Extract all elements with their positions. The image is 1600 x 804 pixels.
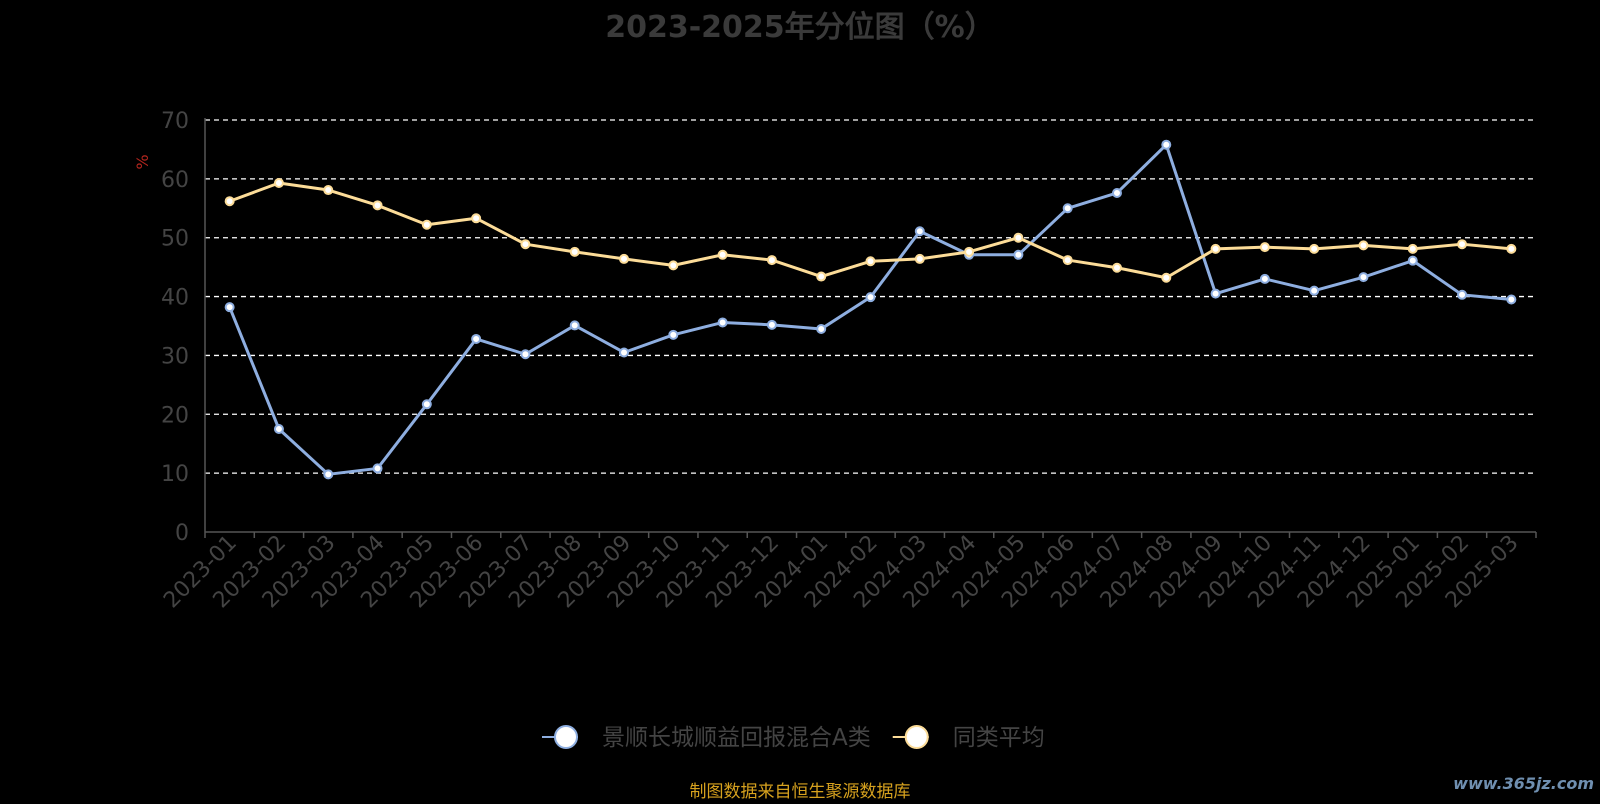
watermark: www.365jz.com: [1453, 774, 1594, 793]
data-point: [323, 185, 334, 196]
y-axis-label: %: [133, 154, 152, 169]
legend-label-2: 同类平均: [953, 725, 1045, 751]
data-point: [1259, 242, 1270, 253]
data-point: [766, 319, 777, 330]
data-point: [1013, 249, 1024, 260]
y-tick-label: 10: [161, 462, 189, 487]
data-point: [964, 246, 975, 257]
y-tick-label: 60: [161, 168, 189, 193]
data-point: [569, 320, 580, 331]
data-point: [323, 469, 334, 480]
series-line-1: [228, 143, 1512, 476]
chart-title: 2023-2025年分位图（%）: [605, 10, 995, 45]
data-point: [1111, 187, 1122, 198]
data-point: [914, 226, 925, 237]
data-point: [1309, 285, 1320, 296]
data-point: [224, 302, 235, 313]
data-point: [1506, 294, 1517, 305]
data-point: [1309, 243, 1320, 254]
data-point: [1161, 139, 1172, 150]
data-point: [1506, 243, 1517, 254]
data-point: [1457, 239, 1468, 250]
y-tick-label: 40: [161, 286, 189, 311]
y-tick-label: 50: [161, 227, 189, 252]
data-point: [1407, 255, 1418, 266]
data-point: [619, 347, 630, 358]
data-point: [1062, 255, 1073, 266]
data-point: [1358, 240, 1369, 251]
data-point: [816, 323, 827, 334]
data-point: [865, 256, 876, 267]
data-point: [619, 253, 630, 264]
data-point: [273, 424, 284, 434]
y-tick-label: 0: [175, 521, 189, 546]
data-point: [224, 196, 235, 207]
data-point: [1358, 272, 1369, 283]
data-point: [1062, 203, 1073, 214]
legend-marker-2: [904, 725, 929, 749]
y-tick-label: 70: [161, 109, 189, 134]
data-point: [471, 213, 482, 224]
y-tick-label: 20: [161, 403, 189, 428]
data-point: [1210, 243, 1221, 254]
data-point: [273, 177, 284, 188]
data-point: [1457, 289, 1468, 300]
data-point: [914, 253, 925, 264]
data-point: [717, 317, 728, 328]
data-point: [766, 255, 777, 266]
data-point: [1407, 243, 1418, 254]
data-point: [421, 219, 432, 230]
data-point: [816, 271, 827, 282]
legend-label-1: 景顺长城顺益回报混合A类: [602, 725, 871, 751]
legend-marker-1: [554, 725, 578, 749]
data-point: [372, 200, 383, 211]
data-point: [668, 329, 679, 340]
data-point: [1013, 232, 1024, 243]
data-source-note: 制图数据来自恒生聚源数据库: [689, 782, 911, 802]
y-tick-label: 30: [161, 344, 189, 369]
data-point: [1111, 262, 1122, 273]
data-point: [372, 463, 383, 474]
data-point: [668, 260, 679, 271]
data-point: [569, 246, 580, 257]
data-point: [1161, 272, 1172, 283]
data-point: [520, 349, 531, 360]
data-point: [717, 249, 728, 260]
data-point: [1259, 273, 1270, 284]
data-point: [1210, 288, 1221, 299]
data-point: [520, 239, 531, 250]
data-point: [421, 399, 432, 410]
data-point: [865, 292, 876, 303]
data-point: [471, 333, 482, 344]
